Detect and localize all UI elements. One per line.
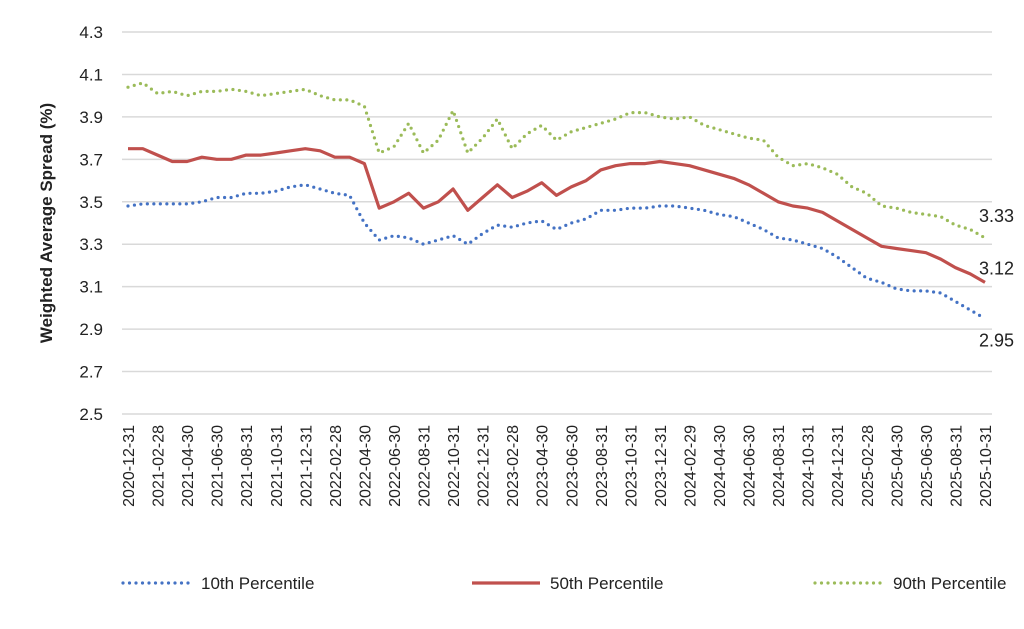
x-tick-label: 2024-12-31 (830, 425, 847, 507)
x-tick-label: 2024-08-31 (771, 425, 788, 507)
legend-label: 50th Percentile (550, 574, 663, 593)
y-tick-label: 2.7 (79, 363, 103, 382)
y-tick-label: 3.5 (79, 193, 103, 212)
y-tick-label: 2.5 (79, 405, 103, 424)
x-tick-label: 2025-02-28 (860, 425, 877, 507)
x-tick-label: 2021-06-30 (210, 425, 227, 507)
y-tick-label: 4.1 (79, 65, 103, 84)
x-tick-label: 2025-10-31 (978, 425, 995, 507)
x-tick-label: 2025-08-31 (948, 425, 965, 507)
legend: 10th Percentile 50th Percentile 90th Perce… (121, 574, 1006, 593)
x-tick-label: 2023-06-30 (564, 425, 581, 507)
x-tick-label: 2025-06-30 (919, 425, 936, 507)
series-lines (126, 81, 987, 321)
x-tick-label: 2021-02-28 (151, 425, 168, 507)
x-tick-label: 2023-02-28 (505, 425, 522, 507)
x-tick-label: 2022-06-30 (387, 425, 404, 507)
series-line-50th (128, 147, 986, 284)
y-tick-label: 3.7 (79, 150, 103, 169)
x-tick-label: 2022-10-31 (446, 425, 463, 507)
gridlines (122, 31, 992, 415)
y-axis-ticks: 4.3 4.1 3.9 3.7 3.5 3.3 3.1 2.9 2.7 2.5 (79, 23, 103, 424)
legend-item: 90th Percentile (813, 574, 1006, 593)
x-tick-label: 2023-10-31 (623, 425, 640, 507)
x-tick-label: 2025-04-30 (889, 425, 906, 507)
y-axis-label: Weighted Average Spread (%) (37, 103, 56, 343)
x-tick-label: 2024-06-30 (742, 425, 759, 507)
legend-label: 90th Percentile (893, 574, 1006, 593)
x-tick-label: 2021-04-30 (180, 425, 197, 507)
y-tick-label: 3.1 (79, 278, 103, 297)
legend-label: 10th Percentile (201, 574, 314, 593)
x-tick-label: 2024-02-29 (682, 425, 699, 507)
end-labels: 2.95 3.12 3.33 (979, 206, 1014, 351)
y-tick-label: 2.9 (79, 320, 103, 339)
x-axis-ticks: 2020-12-31 2021-02-28 2021-04-30 2021-06-30… (121, 425, 995, 507)
y-tick-label: 3.3 (79, 235, 103, 254)
x-tick-label: 2022-08-31 (417, 425, 434, 507)
x-tick-label: 2022-12-31 (476, 425, 493, 507)
x-tick-label: 2023-08-31 (594, 425, 611, 507)
x-tick-label: 2021-12-31 (298, 425, 315, 507)
end-value-label: 3.12 (979, 258, 1014, 278)
x-tick-label: 2021-10-31 (269, 425, 286, 507)
x-tick-label: 2021-08-31 (239, 425, 256, 507)
x-tick-label: 2022-04-30 (357, 425, 374, 507)
y-tick-label: 4.3 (79, 23, 103, 42)
end-value-label: 3.33 (979, 206, 1014, 226)
x-tick-label: 2024-04-30 (712, 425, 729, 507)
x-tick-label: 2022-02-28 (328, 425, 345, 507)
end-value-label: 2.95 (979, 331, 1014, 351)
x-tick-label: 2023-12-31 (653, 425, 670, 507)
legend-item: 50th Percentile (472, 574, 663, 593)
x-tick-label: 2020-12-31 (121, 425, 138, 507)
series-line-10th (126, 183, 987, 321)
x-tick-label: 2024-10-31 (801, 425, 818, 507)
legend-item: 10th Percentile (121, 574, 314, 593)
x-tick-label: 2023-04-30 (535, 425, 552, 507)
y-tick-label: 3.9 (79, 108, 103, 127)
series-line-90th (126, 81, 987, 240)
